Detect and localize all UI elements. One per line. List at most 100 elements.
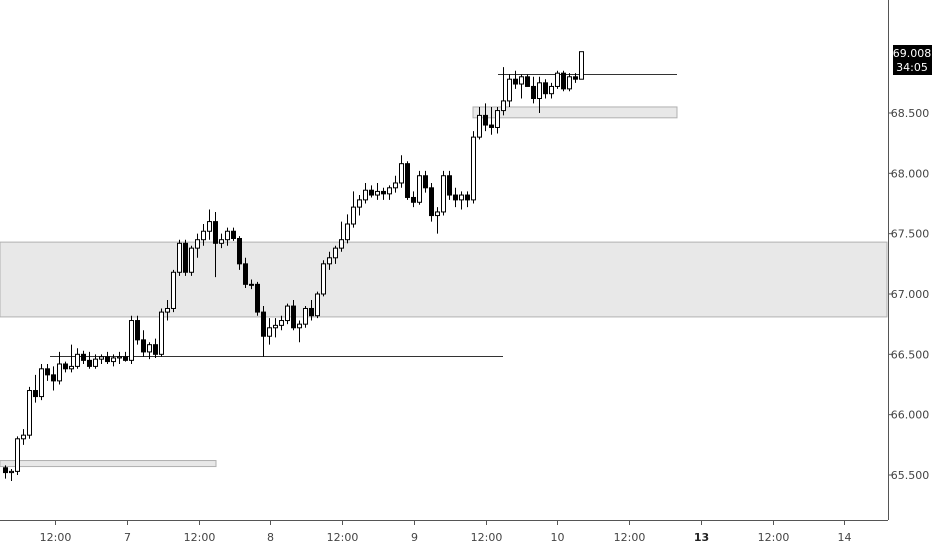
- candle-body: [411, 196, 416, 203]
- candle: [513, 70, 518, 89]
- candle-body: [153, 344, 158, 355]
- candle: [75, 348, 80, 369]
- candle-body: [561, 72, 566, 90]
- candle-body: [255, 283, 260, 313]
- candle-body: [315, 293, 320, 317]
- candle: [195, 233, 200, 258]
- x-tick-label: 12:00: [184, 531, 216, 544]
- candle: [129, 315, 134, 364]
- candle-body: [207, 221, 212, 232]
- candle-body: [435, 211, 440, 217]
- candle-body: [93, 358, 98, 367]
- candle-body: [81, 353, 86, 361]
- candle: [39, 363, 44, 401]
- candle-body: [453, 194, 458, 201]
- candle: [579, 51, 584, 80]
- candle: [261, 306, 266, 357]
- candle-body: [3, 467, 8, 474]
- y-tick-label: 65.500: [891, 469, 930, 482]
- candle: [429, 182, 434, 222]
- candle-body: [579, 51, 584, 80]
- y-tick-label: 68.000: [891, 167, 930, 180]
- candle: [171, 269, 176, 313]
- candle: [9, 468, 14, 482]
- candle: [201, 224, 206, 246]
- candle: [27, 386, 32, 439]
- candle-body: [39, 368, 44, 398]
- candle: [387, 185, 392, 200]
- candle: [3, 465, 8, 479]
- x-tick-label: 9: [411, 531, 418, 544]
- candle-body: [423, 175, 428, 189]
- candle: [549, 82, 554, 99]
- candle: [57, 351, 62, 385]
- zone-2: [0, 460, 217, 468]
- candle-body: [351, 206, 356, 225]
- candle: [159, 308, 164, 357]
- candle: [303, 306, 308, 328]
- candle: [537, 76, 542, 113]
- candle: [573, 73, 578, 83]
- candle: [93, 354, 98, 369]
- candle-body: [183, 242, 188, 273]
- candle: [243, 257, 248, 288]
- candle-body: [225, 230, 230, 241]
- candle-body: [117, 356, 122, 359]
- candle: [111, 354, 116, 367]
- y-tick-label: 66.500: [891, 348, 930, 361]
- candle: [147, 342, 152, 360]
- candle: [237, 236, 242, 270]
- candle: [543, 79, 548, 99]
- zone-1: [472, 106, 678, 119]
- candle-body: [429, 187, 434, 217]
- candle: [87, 351, 92, 369]
- price-axis[interactable]: 65.500 66.000 66.500 67.000 67.500 68.000 68.5…: [888, 107, 929, 482]
- candle-body: [147, 344, 152, 353]
- x-tick-label: 8: [267, 531, 274, 544]
- candle-body: [285, 305, 290, 322]
- candle-body: [141, 339, 146, 353]
- candle: [141, 330, 146, 357]
- candle: [555, 70, 560, 89]
- candle: [51, 366, 56, 391]
- candle-body: [327, 257, 332, 265]
- candle-body: [261, 311, 266, 337]
- candle: [69, 344, 74, 373]
- candle: [117, 351, 122, 364]
- candle: [225, 227, 230, 246]
- candle-body: [177, 242, 182, 273]
- candle: [561, 70, 566, 92]
- candle: [15, 436, 20, 475]
- candle-body: [15, 438, 20, 472]
- candle: [501, 67, 506, 116]
- x-tick-label: 13: [694, 531, 709, 544]
- candle-body: [291, 305, 296, 329]
- candle: [351, 191, 356, 228]
- candle-body: [513, 78, 518, 85]
- candle-body: [249, 283, 254, 286]
- candle: [495, 106, 500, 134]
- x-tick-label: 12:00: [471, 531, 503, 544]
- last-price-tag: 69.008 34:05: [893, 45, 932, 75]
- candle-body: [525, 76, 530, 87]
- candle: [21, 429, 26, 445]
- time-axis[interactable]: 12:00 7 12:00 8 12:00 9 12:00 10 12:00 13 12:00 14: [40, 520, 852, 544]
- candle: [333, 245, 338, 264]
- candle: [123, 351, 128, 362]
- candle-body: [189, 247, 194, 273]
- candle-body: [267, 327, 272, 337]
- x-tick-label: 12:00: [758, 531, 790, 544]
- zones-layer: [0, 106, 888, 468]
- y-tick-label: 67.500: [891, 228, 930, 241]
- candle: [453, 187, 458, 208]
- candle-body: [51, 374, 56, 382]
- candle: [375, 182, 380, 200]
- candle-body: [417, 175, 422, 203]
- candle: [249, 279, 254, 290]
- candle-body: [459, 194, 464, 201]
- candle: [465, 191, 470, 208]
- candle-body: [405, 163, 410, 198]
- x-tick-label: 12:00: [40, 531, 72, 544]
- candle: [165, 300, 170, 321]
